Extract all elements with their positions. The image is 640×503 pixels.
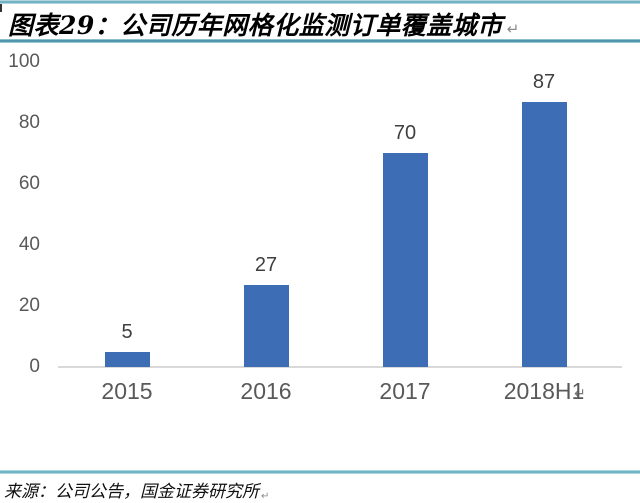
paragraph-return-icon: ↵ — [574, 386, 586, 402]
bar-2017 — [382, 153, 428, 367]
figure-title: 图表29：公司历年网格化监测订单覆盖城市 — [8, 11, 503, 40]
chart-bottom-rule — [0, 470, 640, 474]
y-axis-tick-label: 60 — [18, 173, 40, 194]
data-label: 70 — [393, 122, 417, 144]
bar-2018H1 — [521, 102, 567, 367]
x-axis-label: 2017 — [379, 378, 431, 404]
x-axis-label: 2018H1 — [503, 378, 585, 404]
data-label: 27 — [254, 254, 278, 276]
bar-2015 — [104, 352, 150, 367]
figure-header: 图表29：公司历年网格化监测订单覆盖城市 ↵ — [8, 6, 632, 40]
bar-2016 — [243, 285, 289, 367]
x-axis-label: 2015 — [101, 378, 153, 404]
data-label: 87 — [532, 71, 556, 93]
y-axis-tick-label: 20 — [18, 295, 40, 316]
y-axis-tick-label: 40 — [18, 234, 40, 255]
y-axis-tick-label: 0 — [29, 356, 40, 377]
paragraph-return-icon: ↵ — [261, 491, 270, 502]
table-corner-tick — [0, 0, 2, 12]
x-axis-label: 2016 — [240, 378, 292, 404]
paragraph-return-icon: ↵ — [506, 20, 520, 38]
title-divider-rule — [0, 39, 640, 43]
source-text: 来源：公司公告，国金证券研究所 — [4, 482, 259, 502]
data-label: 5 — [121, 321, 133, 343]
x-axis-line — [58, 366, 622, 368]
y-axis-tick-label: 80 — [18, 112, 40, 133]
source-note: 来源：公司公告，国金证券研究所 ↵ — [4, 477, 634, 502]
y-axis-tick-label: 100 — [8, 51, 40, 72]
top-border-rule — [0, 0, 640, 4]
